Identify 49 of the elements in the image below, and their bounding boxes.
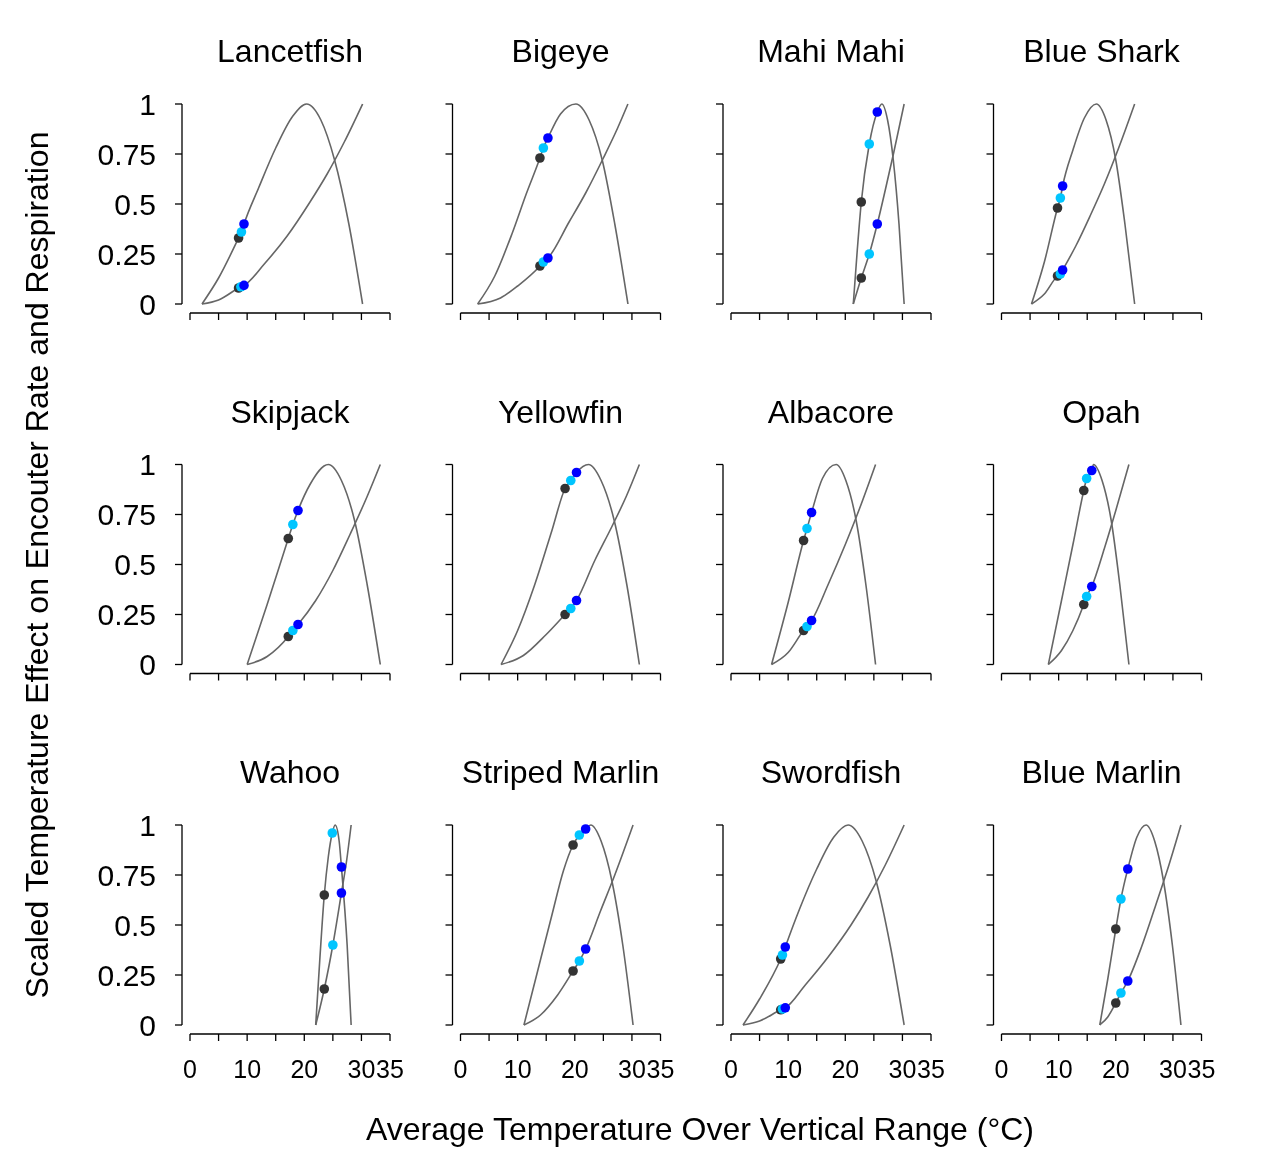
x-tick-label: 0 bbox=[453, 1055, 468, 1083]
x-tick-label: 30 bbox=[1159, 1055, 1187, 1083]
x-tick-label: 35 bbox=[646, 1055, 675, 1083]
y-tick-label: 1 bbox=[139, 87, 156, 121]
y-tick-label: 0 bbox=[139, 1008, 156, 1042]
y-tick-label: 0 bbox=[139, 287, 156, 321]
y-tick-label: 0.5 bbox=[114, 187, 156, 221]
y-tick-label: 1 bbox=[139, 448, 156, 481]
y-tick-label: 0.5 bbox=[114, 908, 156, 942]
y-tick-label: 1 bbox=[139, 808, 156, 842]
y-tick-label: 0.5 bbox=[114, 548, 156, 581]
chart-title: Mahi Mahi bbox=[757, 33, 905, 69]
x-tick-label: 30 bbox=[618, 1055, 646, 1083]
chart-title: Wahoo bbox=[239, 754, 341, 790]
y-tick-label: 0.25 bbox=[97, 237, 156, 271]
y-tick-label: 0 bbox=[139, 648, 156, 681]
chart-title: Opah bbox=[1062, 393, 1141, 430]
x-tick-label: 20 bbox=[1101, 1055, 1130, 1083]
x-tick-label: 0 bbox=[994, 1055, 1009, 1083]
x-tick-label: 30 bbox=[347, 1055, 376, 1083]
y-axis-title: Scaled Temperature Effect on Encouter Rate and Respiration bbox=[19, 131, 55, 999]
y-tick-label: 0.25 bbox=[97, 958, 156, 992]
x-tick-label: 0 bbox=[724, 1055, 738, 1083]
chart-title: Albacore bbox=[767, 393, 895, 430]
y-tick-label: 0.75 bbox=[97, 137, 156, 171]
y-tick-label: 0.75 bbox=[97, 858, 156, 892]
x-tick-label: 35 bbox=[376, 1055, 404, 1083]
x-axis-title: Average Temperature Over Vertical Range (°C) bbox=[366, 1111, 1034, 1147]
chart-title: Lancetfish bbox=[217, 33, 363, 69]
chart-title: Swordfish bbox=[760, 754, 902, 790]
x-tick-label: 35 bbox=[1187, 1055, 1216, 1083]
x-tick-label: 20 bbox=[831, 1055, 860, 1083]
x-tick-label: 10 bbox=[503, 1055, 532, 1083]
x-tick-label: 10 bbox=[1044, 1055, 1073, 1083]
y-tick-label: 0.25 bbox=[97, 598, 156, 631]
x-tick-label: 0 bbox=[183, 1055, 197, 1083]
x-tick-label: 20 bbox=[290, 1055, 319, 1083]
x-tick-label: 10 bbox=[774, 1055, 803, 1083]
chart-title: Blue Shark bbox=[1023, 33, 1181, 69]
x-tick-label: 30 bbox=[888, 1055, 917, 1083]
chart-title: Bigeye bbox=[511, 33, 610, 69]
chart-title: Striped Marlin bbox=[461, 754, 660, 790]
chart-title: Skipjack bbox=[230, 393, 351, 430]
y-tick-label: 0.75 bbox=[97, 498, 156, 531]
x-tick-label: 20 bbox=[560, 1055, 589, 1083]
chart-title: Yellowfin bbox=[497, 393, 624, 430]
x-tick-label: 35 bbox=[917, 1055, 945, 1083]
chart-title: Blue Marlin bbox=[1021, 754, 1182, 790]
x-tick-label: 10 bbox=[233, 1055, 262, 1083]
